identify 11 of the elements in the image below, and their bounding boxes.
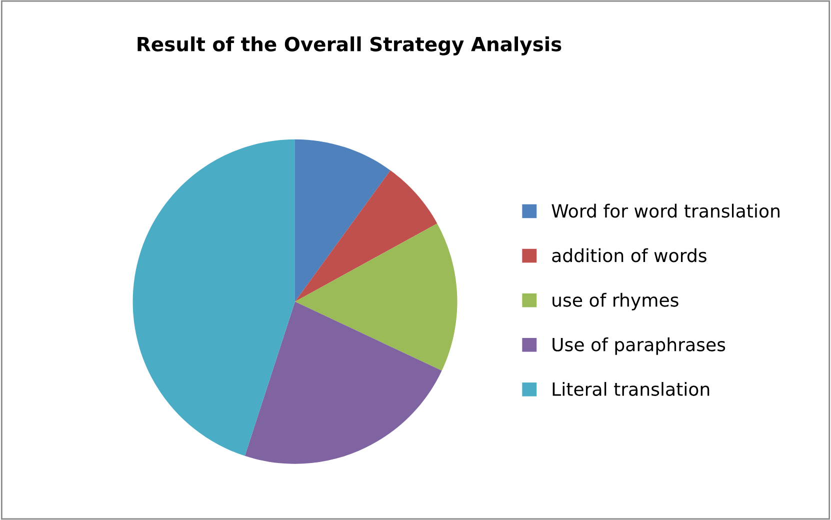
chart-title: Result of the Overall Strategy Analysis bbox=[138, 36, 562, 56]
pie-slice bbox=[295, 223, 458, 371]
pie-slice bbox=[295, 170, 438, 302]
pie-slice bbox=[132, 139, 296, 456]
pie-slice bbox=[244, 302, 442, 464]
legend-label: use of rhymes bbox=[552, 292, 678, 310]
pie-slice bbox=[295, 139, 390, 302]
legend-label: Use of paraphrases bbox=[552, 337, 726, 355]
legend-label: Literal translation bbox=[552, 382, 710, 396]
legend-label: addition of words bbox=[552, 248, 706, 262]
legend-label: Word for word translation bbox=[552, 204, 780, 218]
